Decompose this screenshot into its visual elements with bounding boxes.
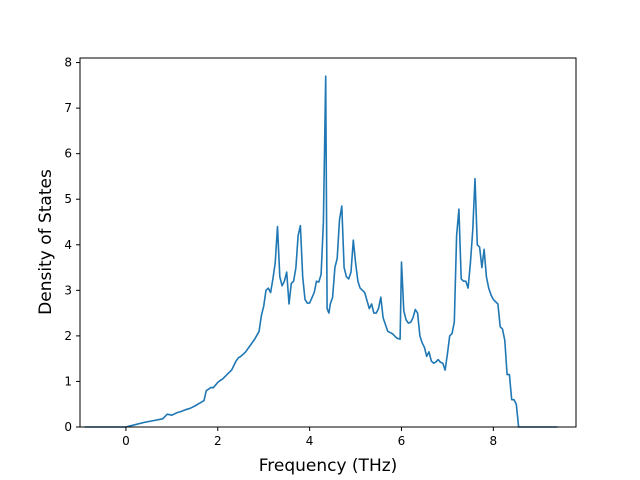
y-tick-label: 3 [64,283,72,297]
y-tick-label: 4 [64,238,72,252]
plot-frame [79,57,577,428]
x-tick-label: 8 [490,434,498,448]
x-axis-ticks: 0 2 4 6 8 [122,427,497,448]
y-tick-label: 1 [64,374,72,388]
x-tick-label: 4 [306,434,314,448]
y-axis-label: Density of States [36,169,56,315]
x-tick-label: 6 [398,434,406,448]
x-axis-label: Frequency (THz) [259,456,398,476]
y-axis-ticks: 0 1 2 3 4 5 6 7 8 [64,56,80,434]
y-tick-label: 8 [64,56,72,70]
y-tick-label: 0 [64,420,72,434]
series-line [84,75,558,428]
x-tick-label: 2 [214,434,222,448]
y-tick-label: 7 [64,101,72,115]
x-tick-label: 0 [122,434,130,448]
y-tick-label: 6 [64,147,72,161]
plot-marks [84,75,558,428]
y-tick-label: 5 [64,192,72,206]
y-tick-label: 2 [64,329,72,343]
